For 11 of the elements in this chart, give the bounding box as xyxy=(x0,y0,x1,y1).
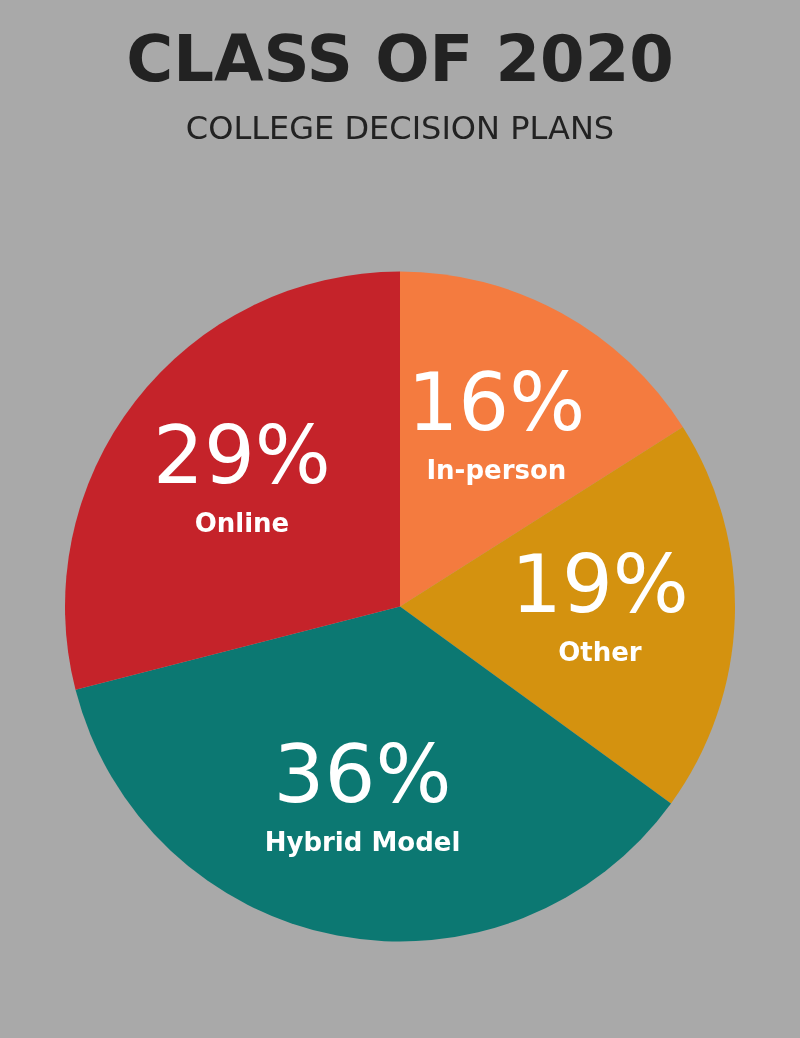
data-label: 29% xyxy=(153,408,331,502)
pie-slice xyxy=(65,271,400,690)
data-label: 36% xyxy=(273,727,452,821)
slice-label: In-person xyxy=(426,455,567,486)
chart-title: CLASS OF 2020 xyxy=(126,22,674,96)
slice-label: Other xyxy=(558,636,642,667)
chart-subtitle: COLLEGE DECISION PLANS xyxy=(185,109,615,147)
data-label: 19% xyxy=(511,537,689,631)
slice-label: Hybrid Model xyxy=(264,826,461,857)
data-label: 16% xyxy=(407,356,586,450)
slice-label: Online xyxy=(194,507,290,538)
